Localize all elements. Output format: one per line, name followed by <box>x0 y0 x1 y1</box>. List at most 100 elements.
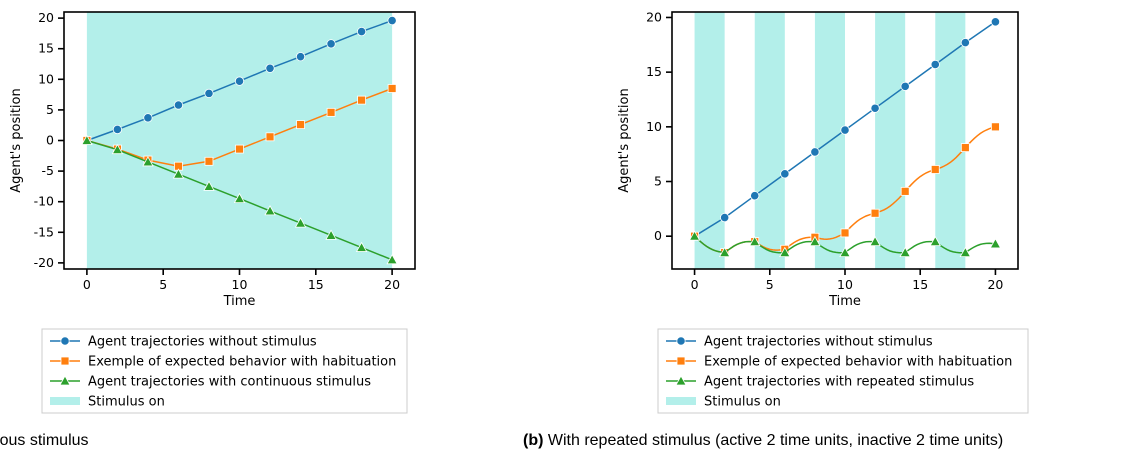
legend-marker <box>676 336 686 346</box>
data-point <box>870 103 880 113</box>
legend-box <box>41 328 408 414</box>
data-point <box>81 134 93 145</box>
data-point <box>235 144 244 154</box>
x-tick-label: 0 <box>83 277 91 292</box>
data-point <box>326 107 336 117</box>
data-point <box>325 229 337 240</box>
data-point <box>930 165 940 174</box>
x-tick-label: 0 <box>691 277 699 292</box>
y-tick-label: 0 <box>46 133 54 148</box>
data-point <box>143 113 153 123</box>
y-tick-label: 15 <box>646 64 662 79</box>
y-axis-label: Agent's position <box>617 88 632 192</box>
caption-b-label: (b) <box>523 432 544 449</box>
data-point <box>869 235 881 247</box>
y-tick-label: 10 <box>38 71 54 86</box>
legend-label: Stimulus on <box>88 395 165 410</box>
legend-label: Agent trajectories without stimulus <box>88 335 317 350</box>
data-point <box>294 217 307 228</box>
data-point <box>718 246 731 257</box>
caption-a: ontinuous stimulus <box>0 432 89 450</box>
x-tick-label: 5 <box>159 277 167 292</box>
data-point <box>264 205 276 216</box>
data-point <box>810 147 820 157</box>
data-point <box>749 235 761 247</box>
stimulus-band <box>754 12 785 269</box>
x-tick-label: 15 <box>912 277 928 292</box>
y-tick-label: -15 <box>34 224 54 239</box>
data-point <box>326 39 336 49</box>
data-point <box>356 26 367 37</box>
panel-b: 20 15 10 5 0 0 5 10 15 20 Time Agent's position Agen… <box>617 9 1029 414</box>
data-point <box>142 156 154 167</box>
x-tick-label: 20 <box>384 277 400 292</box>
legend-label: Agent trajectories with repeated stimulu… <box>704 375 974 390</box>
y-tick-label: 20 <box>38 10 54 25</box>
legend-stimulus-swatch <box>666 397 696 405</box>
data-point <box>870 208 880 218</box>
data-point <box>355 241 368 252</box>
caption-b: (b) With repeated stimulus (active 2 tim… <box>523 432 1003 450</box>
x-tick-label: 20 <box>987 277 1003 292</box>
data-point <box>204 156 214 166</box>
legend-stimulus-swatch <box>50 397 80 405</box>
stimulus-band <box>875 12 906 269</box>
legend: Agent trajectories without stimulus Exemp… <box>657 328 1029 414</box>
data-point <box>840 125 850 135</box>
data-point <box>387 84 397 93</box>
stimulus-band <box>694 12 725 269</box>
data-point <box>265 63 275 73</box>
data-point <box>989 238 1002 249</box>
legend-marker <box>59 375 71 386</box>
x-tick-label: 10 <box>837 277 853 292</box>
y-tick-label: -5 <box>42 163 54 178</box>
data-point <box>809 235 821 247</box>
data-point <box>720 213 730 223</box>
data-point <box>990 17 1001 27</box>
stimulus-band <box>86 12 393 269</box>
x-axis-label: Time <box>223 294 256 309</box>
data-point <box>779 246 791 257</box>
data-point <box>204 88 214 98</box>
stimulus-band <box>935 12 966 269</box>
data-point <box>688 230 701 241</box>
legend-label: Exemple of expected behavior with habitu… <box>88 355 396 370</box>
data-point <box>930 59 940 70</box>
x-tick-label: 15 <box>308 277 324 292</box>
data-point <box>357 95 366 105</box>
data-point <box>840 228 850 238</box>
x-axis-label: Time <box>828 294 861 309</box>
legend-label: Exemple of expected behavior with habitu… <box>704 355 1012 370</box>
x-tick-label: 5 <box>766 277 774 292</box>
panel-a: 20 15 10 5 0 -5 -10 -15 -20 0 5 10 15 20 Time Agent's p… <box>9 10 416 414</box>
legend-marker <box>60 356 70 366</box>
data-point <box>234 76 245 86</box>
legend-label: Agent trajectories without stimulus <box>704 335 933 350</box>
data-point <box>296 120 305 129</box>
data-point <box>750 191 760 201</box>
data-point <box>899 246 911 257</box>
legend: Agent trajectories without stimulus Exemp… <box>41 328 408 414</box>
y-tick-label: 15 <box>38 41 54 56</box>
data-point <box>173 100 184 110</box>
y-tick-label: 5 <box>654 174 662 189</box>
data-point <box>839 246 851 257</box>
data-point <box>233 192 246 204</box>
y-tick-label: 10 <box>646 119 662 134</box>
legend-box <box>657 328 1029 414</box>
legend-label: Agent trajectories with continuous stimu… <box>88 375 371 390</box>
data-point <box>960 38 970 48</box>
data-point <box>900 81 910 91</box>
caption-a-text: ontinuous stimulus <box>0 432 89 449</box>
data-point <box>386 253 398 265</box>
data-point <box>172 168 185 179</box>
y-tick-label: 5 <box>46 102 54 117</box>
data-point <box>991 122 1000 132</box>
data-point <box>203 180 215 191</box>
y-axis-label: Agent's position <box>9 88 24 192</box>
legend-marker <box>676 356 686 366</box>
data-point <box>960 143 970 153</box>
data-point <box>111 143 124 155</box>
legend-label: Stimulus on <box>704 395 781 410</box>
